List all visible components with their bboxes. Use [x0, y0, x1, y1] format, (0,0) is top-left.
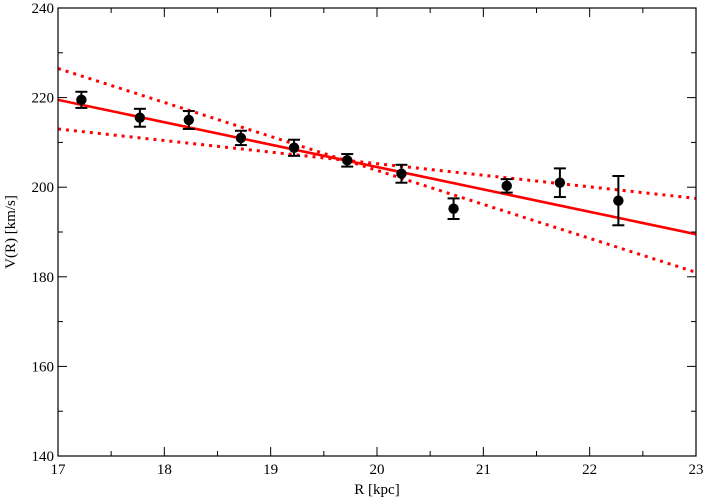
data-point	[395, 163, 408, 184]
y-tick-label: 160	[32, 359, 55, 375]
y-tick-label: 140	[32, 449, 55, 465]
point-marker	[342, 155, 353, 166]
point-marker	[448, 203, 459, 214]
point-marker	[235, 132, 247, 144]
x-tick-label: 23	[689, 462, 704, 478]
lower-bound-line	[58, 127, 696, 200]
x-tick-label: 17	[51, 462, 67, 478]
data-point	[553, 167, 566, 199]
data-point	[288, 138, 301, 157]
x-tick-label: 19	[263, 462, 278, 478]
x-tick-label: 21	[476, 462, 491, 478]
data-point	[133, 107, 146, 128]
point-marker	[134, 112, 146, 123]
point-marker	[288, 142, 300, 153]
fit-line	[58, 98, 696, 236]
upper-bound-line	[58, 67, 696, 274]
data-point	[447, 197, 460, 221]
point-marker	[183, 114, 194, 126]
x-tick-label: 22	[582, 462, 597, 478]
data-point	[341, 153, 354, 168]
point-marker	[396, 168, 407, 179]
y-tick-label: 220	[32, 91, 55, 107]
x-tick-label: 18	[157, 462, 172, 478]
plot-layer	[58, 67, 696, 274]
data-point	[500, 178, 513, 194]
data-point	[612, 175, 625, 227]
x-axis-title: R [kpc]	[354, 482, 399, 498]
y-tick-label: 240	[32, 1, 55, 17]
data-point	[75, 90, 88, 109]
y-tick-label: 200	[32, 180, 55, 196]
data-point	[234, 129, 247, 147]
y-tick-label: 180	[32, 270, 55, 286]
data-point	[182, 110, 195, 130]
x-tick-label: 20	[370, 462, 385, 478]
point-marker	[76, 94, 87, 106]
point-marker	[613, 195, 624, 206]
y-axis-title: V(R) [km/s]	[3, 195, 19, 269]
plot-frame	[57, 7, 697, 457]
axis-layer: 17 18 19 20 21 22 23 140 160 180 200 220 240	[32, 1, 704, 478]
point-marker	[501, 180, 512, 192]
point-marker	[554, 177, 566, 188]
